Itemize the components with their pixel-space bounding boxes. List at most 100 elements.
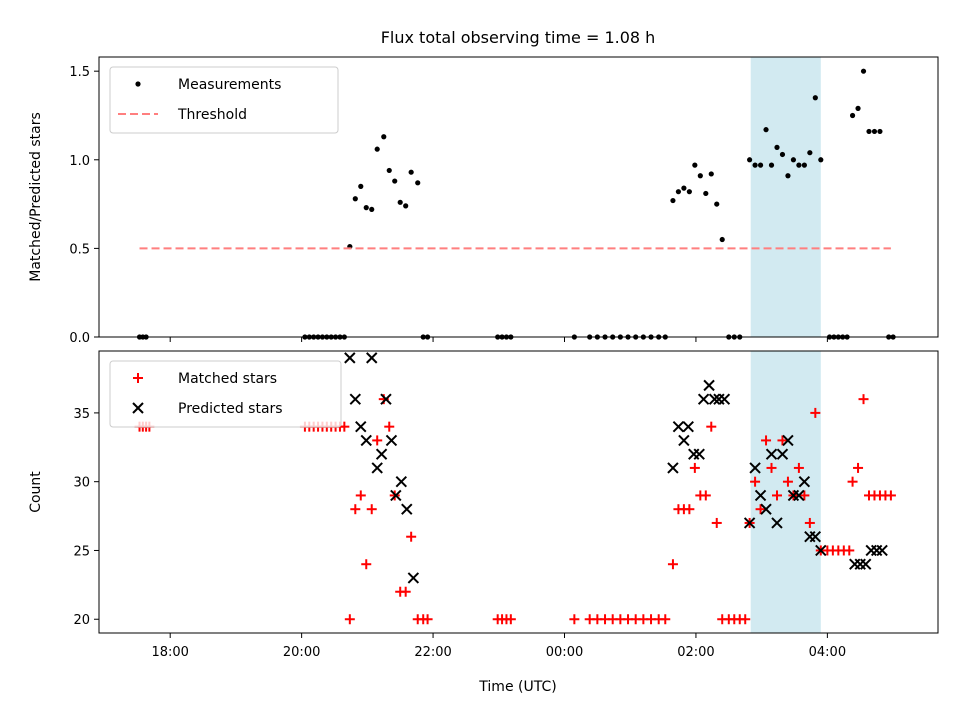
measurement-point	[768, 162, 775, 168]
predicted-point	[749, 462, 761, 474]
measurement-point	[812, 95, 818, 101]
matched-point	[755, 504, 766, 515]
predicted-point	[360, 434, 372, 447]
matched-point	[853, 462, 864, 473]
predicted-point	[782, 434, 794, 447]
predicted-point	[693, 448, 705, 460]
y-tick-label: 20	[73, 613, 90, 628]
legend-x-marker	[132, 402, 144, 414]
chart-title: Flux total observing time = 1.08 h	[381, 28, 656, 47]
y-tick-label: 35	[73, 407, 90, 422]
measurement-point	[697, 173, 703, 179]
predicted-point	[793, 489, 805, 502]
matched-point	[782, 476, 793, 487]
predicted-point	[760, 503, 772, 515]
measurement-point	[670, 197, 676, 204]
measurement-point	[860, 68, 867, 74]
x-tick-label: 04:00	[809, 645, 846, 660]
legend-box	[109, 66, 339, 134]
matched-point	[810, 407, 821, 418]
measurement-point	[763, 127, 769, 133]
predicted-point	[667, 462, 679, 474]
measurement-point	[374, 146, 380, 152]
predicted-point	[815, 544, 827, 557]
measurement-point	[801, 162, 807, 168]
matched-point	[858, 394, 869, 405]
predicted-point	[401, 503, 413, 515]
measurement-point	[386, 167, 392, 174]
axes-frame	[98, 350, 939, 634]
predicted-point	[366, 352, 378, 364]
matched-point	[422, 614, 433, 625]
matched-point	[400, 586, 411, 597]
measurement-point	[708, 171, 714, 177]
matched-point	[339, 421, 350, 432]
x-tick-label: 02:00	[677, 645, 714, 660]
predicted-point	[708, 393, 721, 405]
measurement-point	[785, 173, 791, 179]
predicted-point	[718, 393, 731, 405]
axes-frame	[98, 56, 939, 338]
matched-point	[750, 476, 761, 487]
predicted-point	[407, 572, 420, 584]
highlight-span	[750, 57, 821, 337]
measurement-point	[681, 185, 687, 191]
legend-entry: Threshold	[118, 107, 247, 123]
highlight-span	[750, 351, 821, 633]
measurement-point	[381, 134, 387, 140]
matched-point	[766, 462, 777, 473]
measurement-point	[757, 162, 764, 168]
predicted-point	[703, 379, 715, 392]
matched-point	[804, 517, 815, 528]
measurement-point	[807, 150, 813, 156]
matched-point	[844, 545, 855, 556]
measurement-point	[871, 128, 878, 135]
predicted-point	[754, 489, 767, 502]
y-tick-label: 1.0	[69, 154, 90, 169]
predicted-point	[349, 393, 362, 405]
predicted-point	[380, 393, 392, 405]
y-axis-label: Count	[28, 471, 44, 513]
x-tick-label: 18:00	[151, 645, 188, 660]
measurement-point	[415, 180, 421, 186]
measurement-point	[352, 196, 358, 202]
measurement-point	[369, 206, 375, 213]
matched-point	[740, 614, 751, 625]
measurement-point	[747, 157, 753, 163]
measurement-point	[703, 190, 709, 197]
x-tick-label: 00:00	[546, 645, 583, 660]
legend: Matched stars Predicted stars	[109, 360, 342, 428]
predicted-point	[765, 448, 778, 460]
predicted-point	[344, 352, 356, 364]
predicted-point	[375, 448, 388, 460]
legend-label: Measurements	[178, 77, 281, 93]
measurement-point	[855, 105, 861, 111]
measurement-point	[392, 178, 398, 184]
predicted-point	[697, 393, 710, 405]
legend: Measurements Threshold	[109, 66, 339, 134]
predicted-point	[355, 420, 367, 433]
predicted-point	[771, 517, 783, 529]
measurement-point	[818, 157, 824, 163]
top-panel: 0.0 0.5 1.0 1.5 Matched/Predicted stars Measu…	[28, 56, 939, 346]
legend-box	[109, 360, 342, 428]
predicted-point	[682, 420, 694, 433]
matched-point	[777, 435, 788, 446]
measurement-point	[408, 169, 414, 175]
legend-label: Predicted stars	[178, 401, 283, 417]
predicted-point	[809, 531, 822, 543]
measurement-point	[692, 162, 698, 168]
matched-point	[372, 435, 383, 446]
measurement-point	[714, 201, 720, 207]
series-predicted-stars	[344, 352, 888, 584]
legend-entry: Predicted stars	[132, 401, 283, 417]
measurement-point	[774, 144, 780, 150]
predicted-point	[371, 462, 383, 474]
legend-label: Matched stars	[178, 371, 277, 387]
matched-point	[505, 614, 516, 625]
predicted-point	[678, 434, 690, 447]
measurement-point	[877, 128, 883, 135]
matched-point	[885, 490, 896, 501]
matched-point	[384, 421, 395, 432]
legend-dot-marker	[135, 81, 141, 87]
